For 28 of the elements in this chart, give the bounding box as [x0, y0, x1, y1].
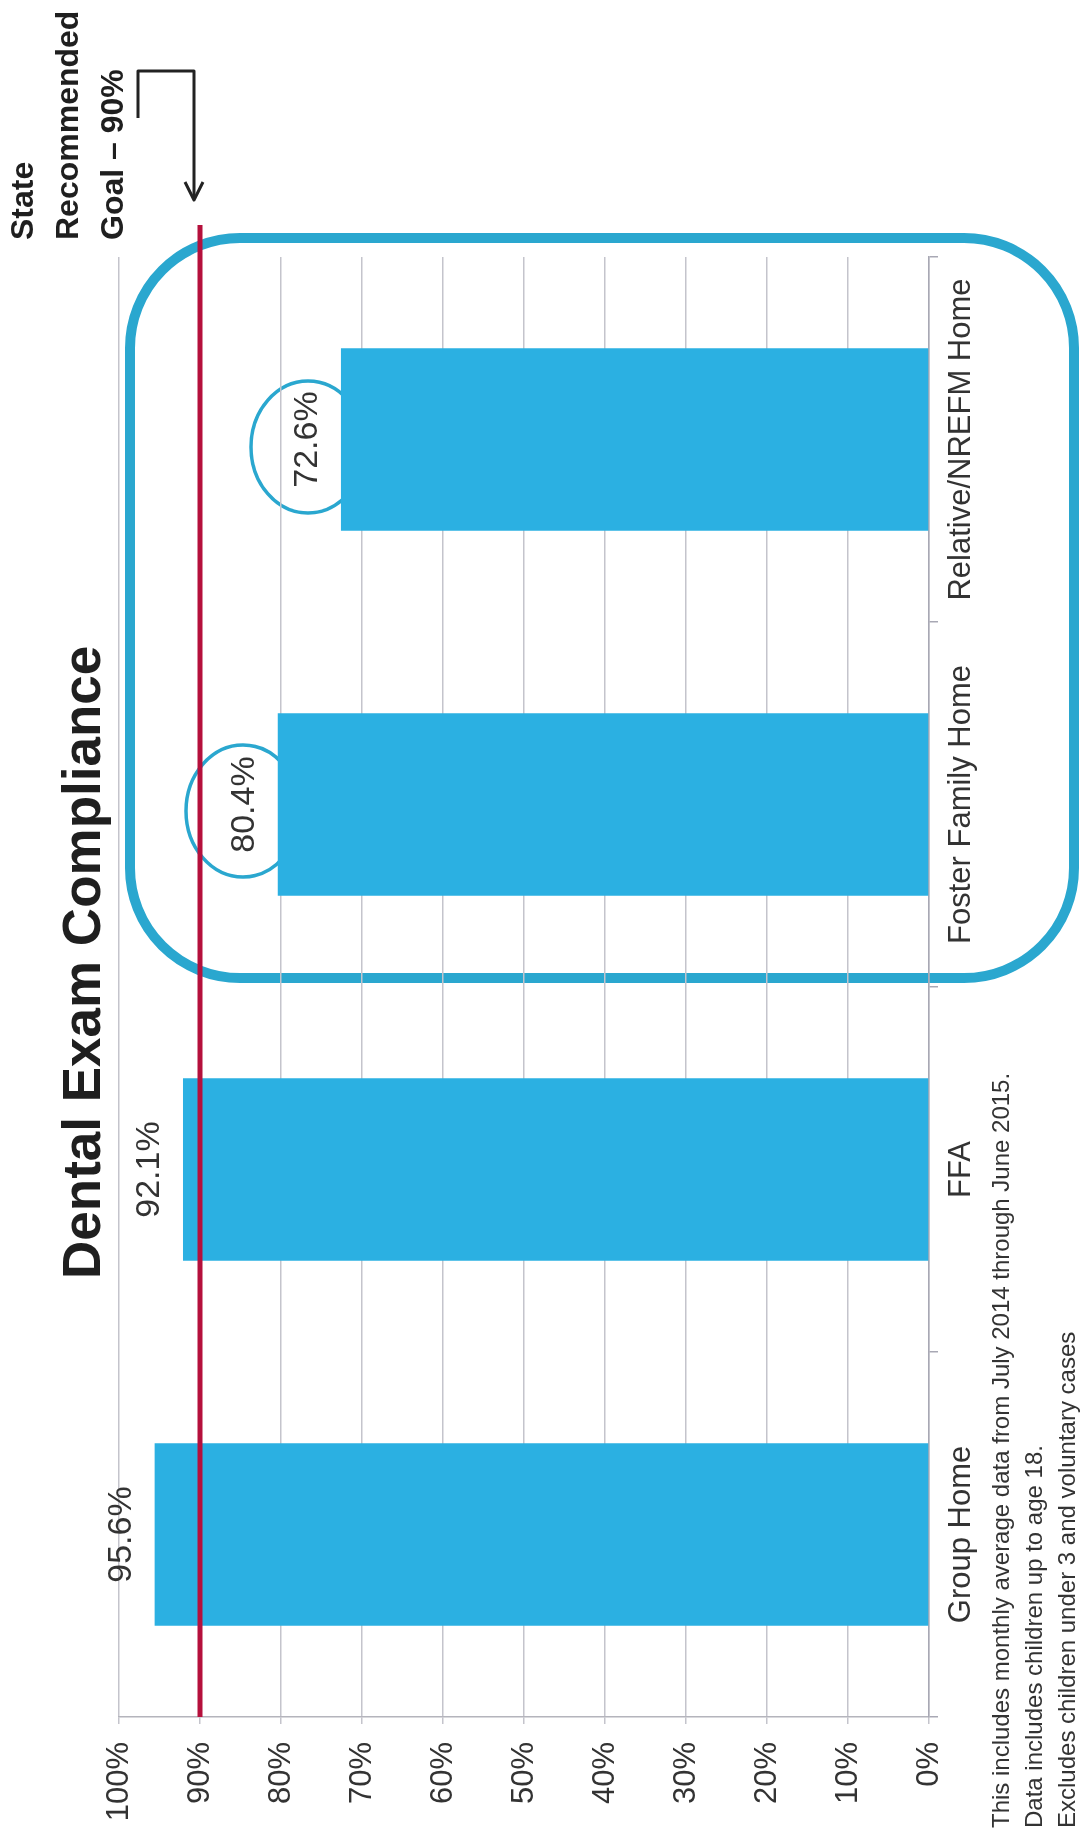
x-tick-label: 50%	[504, 1742, 540, 1805]
x-tick-label: 0%	[909, 1742, 945, 1787]
x-tick-label: 60%	[423, 1742, 459, 1805]
bar	[154, 1443, 929, 1626]
bar	[277, 713, 929, 896]
y-tick-label: Relative/NREFM Home	[941, 278, 977, 601]
x-tick-label: 10%	[828, 1742, 864, 1805]
data-label: 72.6%	[286, 391, 325, 488]
data-label: 95.6%	[100, 1486, 139, 1583]
y-tick-label: Foster Family Home	[941, 664, 977, 945]
x-tick-label: 80%	[261, 1742, 297, 1805]
data-label: 92.1%	[128, 1121, 167, 1218]
x-tick-label: 30%	[666, 1742, 702, 1805]
text: Excludes children under 3 and voluntary cases	[1052, 1330, 1081, 1828]
x-tick-label: 20%	[747, 1742, 783, 1805]
ref-line-label: State Recommended Goal – 90%	[3, 9, 131, 240]
bar	[182, 1078, 929, 1261]
data-label: 80.4%	[223, 756, 262, 853]
x-tick-label: 40%	[585, 1742, 621, 1805]
bar	[340, 348, 929, 531]
x-tick-label: 70%	[342, 1742, 378, 1805]
y-tick-label: FFA	[941, 1140, 977, 1198]
text: This includes monthly average data from July 2014 through June 2015.	[986, 1071, 1015, 1828]
text: Data includes children up to age 18.	[1019, 1444, 1048, 1828]
x-tick-label: 100%	[99, 1742, 135, 1822]
y-tick-label: Group Home	[941, 1445, 977, 1624]
text: Dental Exam Compliance	[52, 644, 112, 1281]
x-tick-label: 90%	[180, 1742, 216, 1805]
